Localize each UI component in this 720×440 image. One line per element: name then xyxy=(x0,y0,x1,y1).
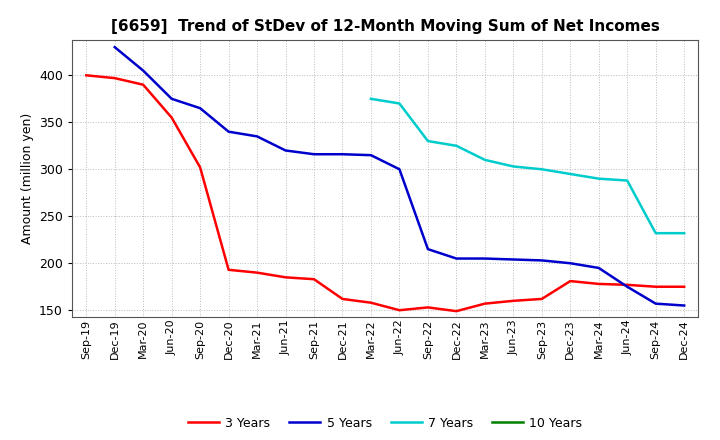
5 Years xyxy=(652,301,660,306)
3 Years xyxy=(623,282,631,287)
3 Years xyxy=(338,296,347,301)
7 Years xyxy=(452,143,461,148)
Y-axis label: Amount (million yen): Amount (million yen) xyxy=(21,113,34,244)
7 Years xyxy=(680,231,688,236)
Legend: 3 Years, 5 Years, 7 Years, 10 Years: 3 Years, 5 Years, 7 Years, 10 Years xyxy=(183,412,588,435)
5 Years xyxy=(452,256,461,261)
7 Years xyxy=(395,101,404,106)
5 Years xyxy=(253,134,261,139)
5 Years xyxy=(196,106,204,111)
3 Years xyxy=(253,270,261,275)
5 Years xyxy=(167,96,176,102)
5 Years xyxy=(338,152,347,157)
7 Years xyxy=(509,164,518,169)
3 Years xyxy=(566,279,575,284)
3 Years xyxy=(82,73,91,78)
Line: 3 Years: 3 Years xyxy=(86,75,684,311)
5 Years xyxy=(623,284,631,290)
7 Years xyxy=(595,176,603,181)
5 Years xyxy=(480,256,489,261)
5 Years xyxy=(366,153,375,158)
5 Years xyxy=(395,167,404,172)
3 Years xyxy=(680,284,688,290)
5 Years xyxy=(282,148,290,153)
3 Years xyxy=(196,165,204,170)
3 Years xyxy=(395,308,404,313)
7 Years xyxy=(652,231,660,236)
3 Years xyxy=(282,275,290,280)
3 Years xyxy=(225,267,233,272)
5 Years xyxy=(680,303,688,308)
5 Years xyxy=(139,68,148,73)
3 Years xyxy=(537,296,546,301)
7 Years xyxy=(566,171,575,176)
3 Years xyxy=(652,284,660,290)
5 Years xyxy=(225,129,233,134)
5 Years xyxy=(110,44,119,50)
7 Years xyxy=(537,167,546,172)
3 Years xyxy=(595,281,603,286)
5 Years xyxy=(310,152,318,157)
3 Years xyxy=(480,301,489,306)
5 Years xyxy=(537,258,546,263)
3 Years xyxy=(452,308,461,314)
5 Years xyxy=(509,257,518,262)
Line: 7 Years: 7 Years xyxy=(371,99,684,233)
3 Years xyxy=(167,115,176,120)
7 Years xyxy=(423,139,432,144)
7 Years xyxy=(480,157,489,162)
3 Years xyxy=(366,300,375,305)
5 Years xyxy=(423,246,432,252)
Title: [6659]  Trend of StDev of 12-Month Moving Sum of Net Incomes: [6659] Trend of StDev of 12-Month Moving… xyxy=(111,19,660,34)
7 Years xyxy=(623,178,631,183)
3 Years xyxy=(509,298,518,304)
3 Years xyxy=(310,277,318,282)
7 Years xyxy=(366,96,375,102)
5 Years xyxy=(595,265,603,271)
3 Years xyxy=(110,76,119,81)
5 Years xyxy=(566,260,575,266)
Line: 5 Years: 5 Years xyxy=(114,47,684,305)
3 Years xyxy=(423,305,432,310)
3 Years xyxy=(139,82,148,88)
